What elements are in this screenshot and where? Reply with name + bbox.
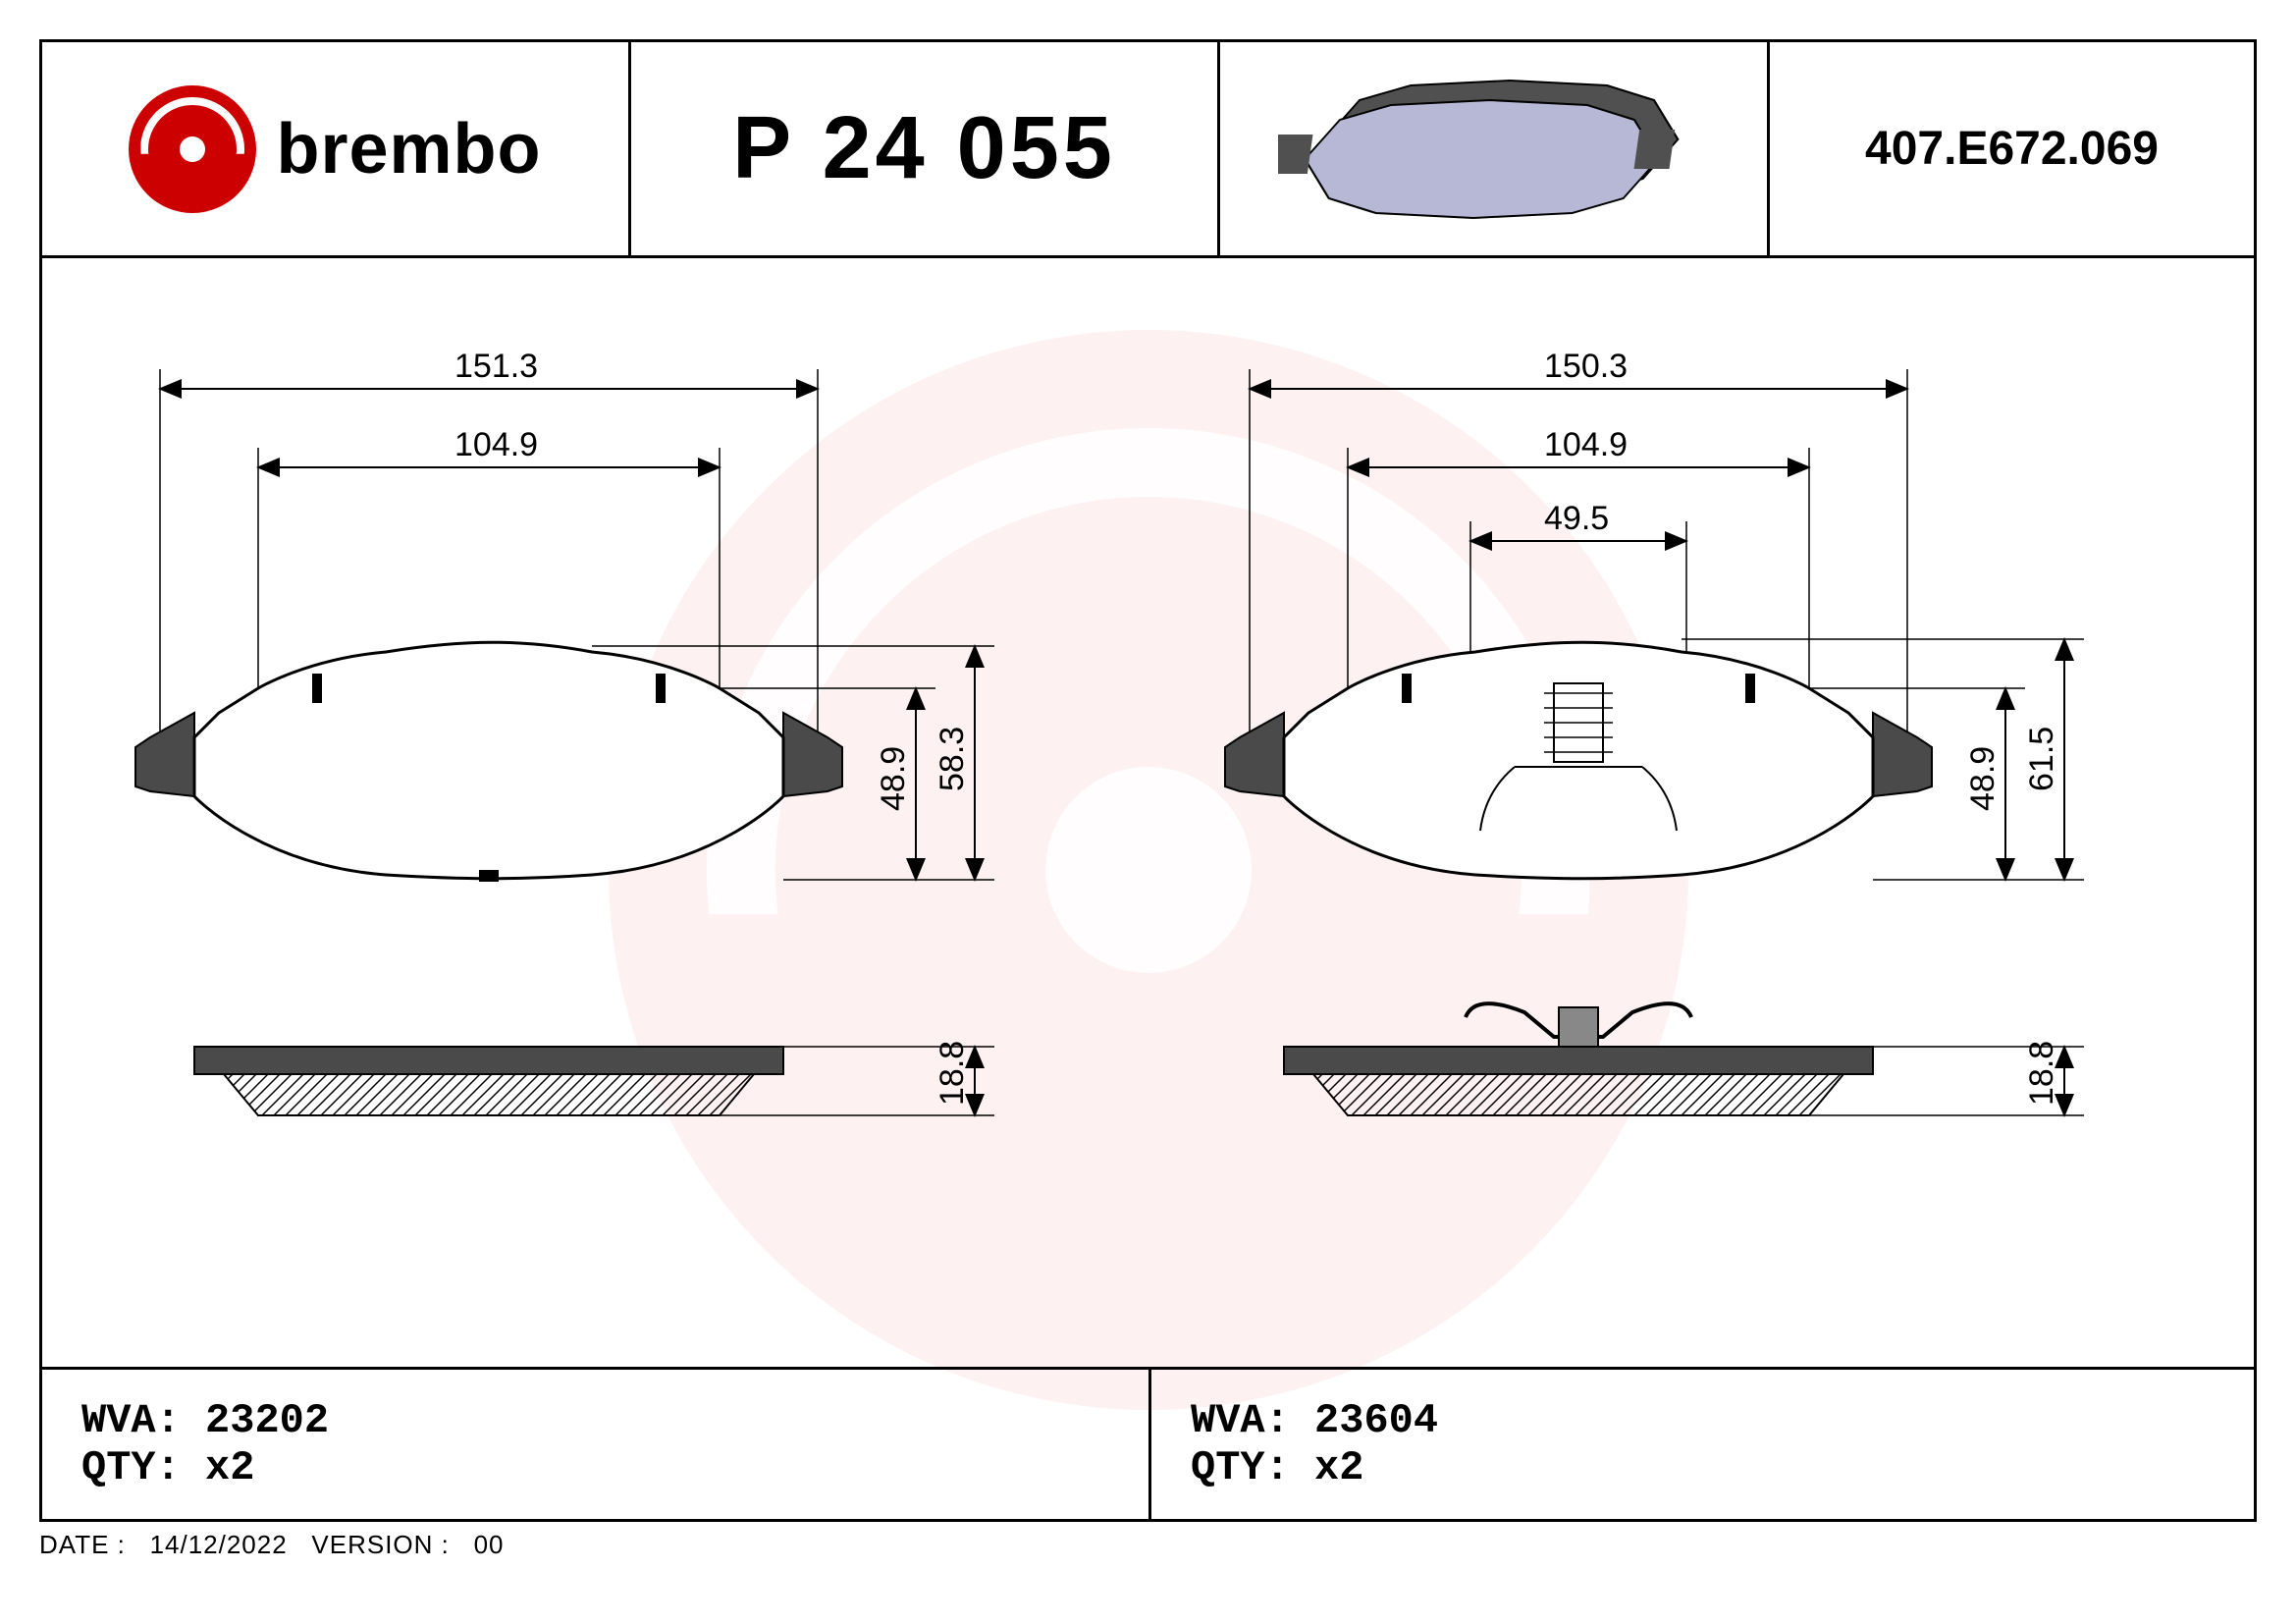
part-number-cell: P 24 055 xyxy=(631,42,1220,255)
preview-cell xyxy=(1220,42,1770,255)
dim-left-height-inner: 48.9 xyxy=(875,746,912,811)
pad-3d-preview-icon xyxy=(1278,61,1710,238)
doc-number: 407.E672.069 xyxy=(1865,122,2159,176)
wva-value-left: 23202 xyxy=(205,1397,329,1444)
dim-left-inner-width: 104.9 xyxy=(454,426,538,463)
dim-right-height-outer: 61.5 xyxy=(2023,727,2060,791)
left-pad-front-view xyxy=(135,642,842,882)
meta-line: DATE : 14/12/2022 VERSION : 00 xyxy=(39,1530,505,1560)
drawing-area: 151.3 104.9 xyxy=(42,261,2254,1371)
qty-value-right: x2 xyxy=(1314,1444,1363,1491)
dim-right-height-inner: 48.9 xyxy=(1964,746,2002,811)
wva-label-right: WVA: xyxy=(1191,1397,1290,1444)
drawing-frame: brembo P 24 055 407.E672.069 xyxy=(39,39,2257,1522)
footer-left-cell: WVA: 23202 QTY: x2 xyxy=(42,1370,1151,1519)
doc-number-cell: 407.E672.069 xyxy=(1770,42,2254,255)
date-label: DATE : xyxy=(39,1530,126,1559)
date-value: 14/12/2022 xyxy=(150,1530,288,1559)
right-pad-front-view xyxy=(1225,642,1932,879)
version-label: VERSION : xyxy=(311,1530,449,1559)
wva-value-right: 23604 xyxy=(1314,1397,1438,1444)
technical-drawing: 151.3 104.9 xyxy=(42,261,2254,1371)
left-pad-side-view xyxy=(194,1047,783,1115)
brand-name: brembo xyxy=(276,109,541,189)
version-value: 00 xyxy=(474,1530,505,1559)
wva-label-left: WVA: xyxy=(81,1397,181,1444)
header-row: brembo P 24 055 407.E672.069 xyxy=(42,42,2254,258)
dim-left-outer-width: 151.3 xyxy=(454,348,538,385)
qty-label-right: QTY: xyxy=(1191,1444,1290,1491)
qty-value-left: x2 xyxy=(205,1444,254,1491)
part-number: P 24 055 xyxy=(732,98,1116,199)
right-pad-group: 150.3 104.9 49.5 xyxy=(1225,348,2084,1115)
dim-left-height-outer: 58.3 xyxy=(934,727,971,791)
left-pad-group: 151.3 104.9 xyxy=(135,348,994,1115)
footer-row: WVA: 23202 QTY: x2 WVA: 23604 QTY: x2 xyxy=(42,1367,2254,1519)
footer-right-cell: WVA: 23604 QTY: x2 xyxy=(1151,1370,2254,1519)
dim-right-inner-width: 104.9 xyxy=(1544,426,1628,463)
dim-left-thickness: 18.8 xyxy=(934,1041,971,1106)
right-pad-side-view xyxy=(1284,1003,1873,1115)
dim-right-thickness: 18.8 xyxy=(2023,1041,2060,1106)
dim-right-outer-width: 150.3 xyxy=(1544,348,1628,385)
logo-cell: brembo xyxy=(42,42,631,255)
brembo-logo-icon xyxy=(129,85,256,213)
qty-label-left: QTY: xyxy=(81,1444,181,1491)
dim-right-clip-width: 49.5 xyxy=(1544,500,1609,537)
